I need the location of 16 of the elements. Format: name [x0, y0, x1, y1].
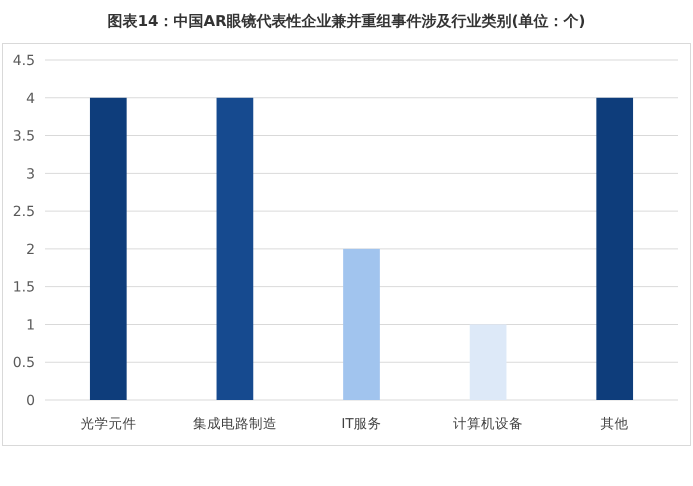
- y-tick-label: 1.5: [12, 280, 35, 296]
- x-tick-label: 其他: [600, 416, 629, 432]
- x-tick-label: IT服务: [341, 416, 382, 432]
- y-tick-label: 1: [26, 317, 35, 334]
- y-tick-label: 0: [26, 393, 35, 409]
- x-tick-label: 集成电路制造: [192, 416, 277, 432]
- y-tick-label: 3: [26, 166, 35, 182]
- y-tick-label: 4.5: [12, 53, 35, 69]
- y-tick-label: 2.5: [12, 204, 35, 220]
- x-tick-label: 计算机设备: [453, 416, 524, 432]
- x-tick-label: 光学元件: [80, 416, 136, 432]
- chart-title: 图表14：中国AR眼镜代表性企业兼并重组事件涉及行业类别(单位：个): [108, 12, 586, 30]
- y-tick-label: 2: [26, 242, 35, 258]
- y-tick-label: 0.5: [12, 355, 35, 372]
- y-tick-label: 4: [26, 90, 36, 107]
- y-tick-label: 3.5: [12, 128, 35, 145]
